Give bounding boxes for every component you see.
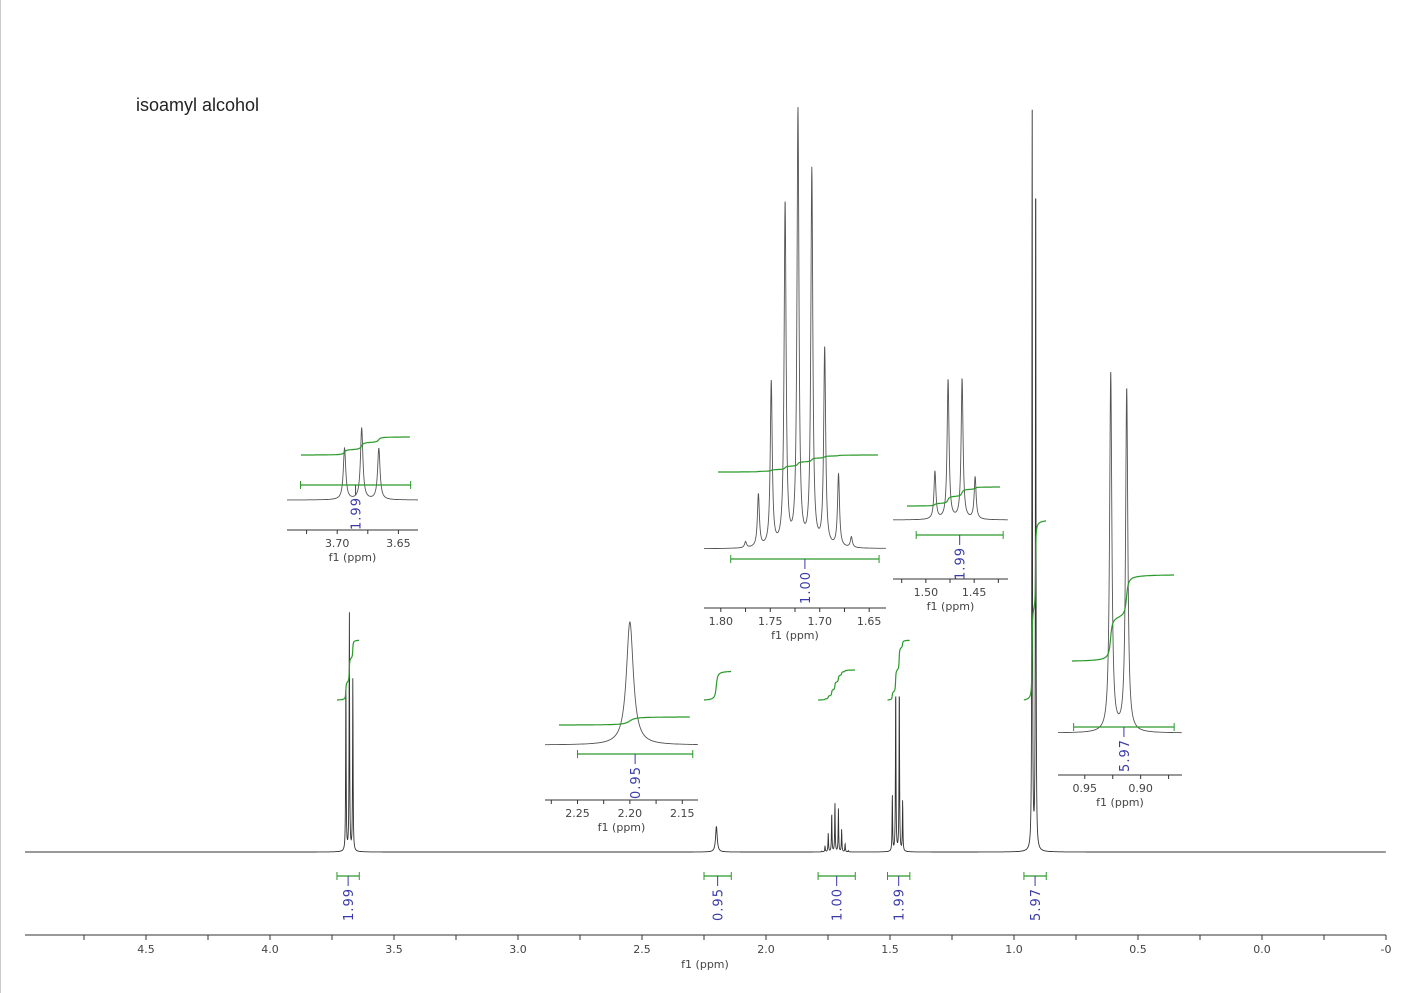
inset-x-tick-label: 1.80 <box>709 615 734 628</box>
inset-spectrum-trace <box>1058 371 1182 734</box>
integral-curve <box>818 669 856 701</box>
inset-3: 1.00 1.80 1.75 1.70 1.65 f1 (ppm) <box>704 106 886 642</box>
x-tick-label: 2.5 <box>633 943 651 956</box>
integral-value: 1.99 <box>350 497 365 530</box>
integral-value: 1.99 <box>954 547 969 580</box>
x-tick-label: 0.0 <box>1253 943 1271 956</box>
integral-curve <box>887 639 910 701</box>
integral-value: 1.00 <box>799 571 814 604</box>
x-axis: 4.5 4.0 3.5 3.0 2.5 2.0 1.5 1.0 0.5 0.0 -0 <box>25 934 1392 956</box>
inset-x-tick-label: 0.90 <box>1128 782 1153 795</box>
inset-integral-curve <box>1072 574 1174 662</box>
inset-2: 0.95 2.25 2.20 2.15 f1 (ppm) <box>545 621 698 834</box>
inset-x-tick-label: 1.45 <box>962 586 987 599</box>
inset-x-tick-label: 2.25 <box>565 807 590 820</box>
x-tick-label: 1.0 <box>1005 943 1023 956</box>
spectrum-trace <box>25 109 1386 853</box>
inset-x-axis-label: f1 (ppm) <box>598 821 646 834</box>
inset-spectrum-trace <box>545 621 698 746</box>
integral-value: 0.95 <box>629 766 644 799</box>
x-tick-label: 4.0 <box>261 943 279 956</box>
integral-value: 1.00 <box>831 888 846 921</box>
integral-curve <box>704 670 732 701</box>
x-tick-label: 2.0 <box>757 943 775 956</box>
x-axis-label: f1 (ppm) <box>681 958 729 971</box>
x-tick-label: 4.5 <box>137 943 155 956</box>
inset-1: 1.993.70 3.65 f1 (ppm) <box>287 426 418 564</box>
inset-integral-curve <box>301 436 410 456</box>
inset-x-tick-label: 1.65 <box>857 615 882 628</box>
inset-spectrum-trace <box>287 426 418 501</box>
integral-value: 1.99 <box>342 888 357 921</box>
inset-x-tick-label: 0.95 <box>1073 782 1098 795</box>
inset-integral-curve <box>718 454 878 473</box>
inset-integral-region: 1.99 <box>915 531 1004 580</box>
inset-spectrum-trace <box>893 377 1008 521</box>
integral-region: 1.99 <box>887 872 911 921</box>
integral-value: 1.99 <box>893 888 908 921</box>
inset-spectrum-trace <box>704 106 886 550</box>
integral-value: 0.95 <box>712 888 727 921</box>
inset-x-axis-label: f1 (ppm) <box>329 551 377 564</box>
inset-x-tick-label: 3.70 <box>325 537 350 550</box>
x-tick-label: -0 <box>1381 943 1392 956</box>
integral-curve <box>1023 520 1047 701</box>
integral-region: 0.95 <box>703 872 732 921</box>
inset-x-axis-label: f1 (ppm) <box>1096 796 1144 809</box>
inset-x-tick-label: 1.50 <box>914 586 939 599</box>
inset-integral-region: 1.99 <box>299 481 412 530</box>
inset-x-tick-label: 2.20 <box>618 807 643 820</box>
integral-value: 5.97 <box>1118 739 1133 772</box>
x-tick-label: 0.5 <box>1129 943 1147 956</box>
chart-title: isoamyl alcohol <box>136 95 259 115</box>
x-tick-label: 3.5 <box>385 943 403 956</box>
integral-value: 5.97 <box>1029 888 1044 921</box>
integral-curve <box>337 639 360 701</box>
inset-x-axis-label: f1 (ppm) <box>927 600 975 613</box>
main-integrals: 1.99 0.95 1.00 1.99 5.97 <box>336 520 1047 921</box>
inset-x-tick-label: 3.65 <box>386 537 411 550</box>
inset-integral-region: 5.97 <box>1073 723 1175 772</box>
x-tick-label: 3.0 <box>509 943 527 956</box>
inset-integral-region: 0.95 <box>576 750 694 799</box>
integral-region: 5.97 <box>1023 872 1047 921</box>
inset-integral-region: 1.00 <box>730 555 880 604</box>
integral-region: 1.00 <box>817 872 856 921</box>
main-spectrum <box>25 109 1386 853</box>
x-tick-label: 1.5 <box>881 943 899 956</box>
inset-x-tick-label: 1.75 <box>758 615 783 628</box>
inset-x-axis-label: f1 (ppm) <box>771 629 819 642</box>
inset-x-tick-label: 2.15 <box>670 807 695 820</box>
inset-integral-curve <box>559 716 690 726</box>
inset-integral-curve <box>907 486 1000 507</box>
inset-x-tick-label: 1.70 <box>807 615 832 628</box>
integral-region: 1.99 <box>336 872 360 921</box>
